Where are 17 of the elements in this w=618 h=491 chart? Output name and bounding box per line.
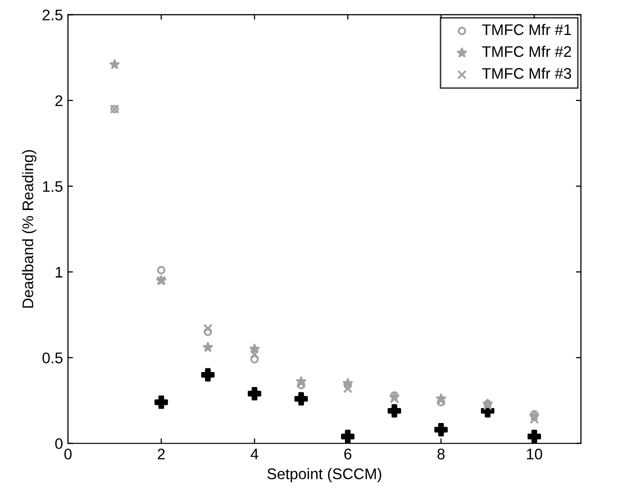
x-tick-label: 2	[158, 448, 165, 460]
x-tick-label: 0	[64, 448, 72, 460]
y-tick-label: 0.5	[42, 352, 62, 364]
x-tick-label: 4	[250, 448, 258, 460]
x-tick-label: 10	[526, 448, 542, 460]
legend-label: TMFC Mfr #1	[482, 24, 572, 36]
legend-label: TMFC Mfr #3	[482, 68, 572, 79]
legend-label: TMFC Mfr #2	[482, 46, 571, 57]
x-axis-title: Setpoint (SCCM)	[267, 468, 382, 482]
y-tick-label: 2.5	[42, 10, 62, 20]
y-tick-label: 1.5	[43, 181, 62, 192]
y-tick-label: 1	[56, 266, 62, 278]
y-tick-label: 0	[55, 438, 63, 450]
x-tick-label: 6	[344, 448, 352, 460]
y-axis-title: Deadband (% Reading)	[22, 150, 36, 308]
x-tick-label: 8	[437, 448, 445, 460]
y-tick-label: 2	[55, 95, 62, 106]
